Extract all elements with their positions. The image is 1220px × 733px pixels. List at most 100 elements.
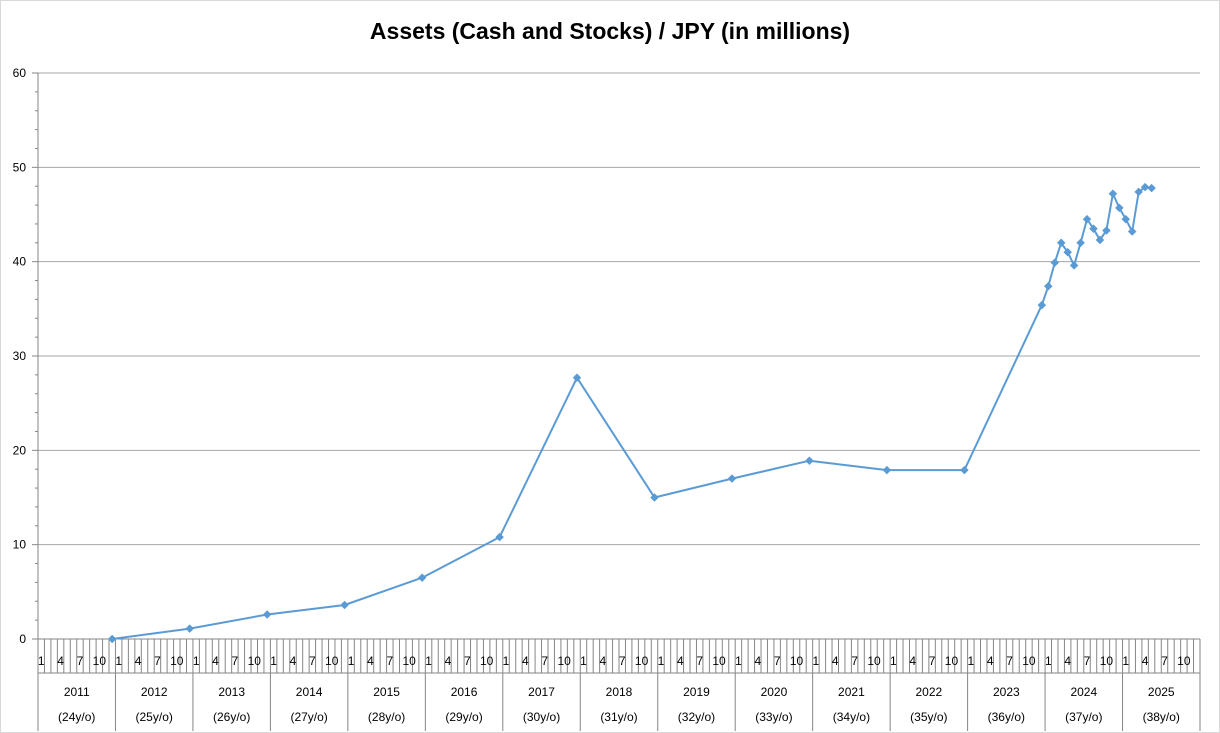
data-point-marker — [495, 532, 504, 542]
data-point-marker — [1050, 258, 1060, 267]
y-tick-label: 10 — [13, 538, 27, 552]
month-tick-label: 1 — [890, 654, 897, 668]
month-tick-label: 4 — [1142, 654, 1149, 668]
year-label: 2012 — [141, 685, 168, 699]
age-label: (35y/o) — [910, 710, 947, 724]
month-tick-label: 10 — [480, 654, 494, 668]
year-label: 2023 — [993, 685, 1020, 699]
data-point-marker — [1076, 238, 1085, 248]
age-label: (30y/o) — [523, 710, 560, 724]
year-label: 2024 — [1070, 685, 1097, 699]
month-tick-label: 4 — [135, 654, 142, 668]
month-tick-label: 10 — [170, 654, 184, 668]
y-tick-label: 30 — [13, 349, 27, 363]
month-tick-label: 7 — [619, 654, 626, 668]
age-label: (27y/o) — [290, 710, 327, 724]
month-tick-label: 4 — [754, 654, 761, 668]
data-point-marker — [1147, 183, 1156, 193]
month-tick-label: 10 — [93, 654, 107, 668]
data-point-marker — [1063, 247, 1073, 257]
month-tick-label: 4 — [677, 654, 684, 668]
year-label: 2014 — [296, 685, 323, 699]
year-label: 2013 — [218, 685, 245, 699]
data-point-marker — [1089, 224, 1098, 234]
age-label: (29y/o) — [445, 710, 482, 724]
month-tick-label: 7 — [1006, 654, 1013, 668]
month-tick-label: 4 — [445, 654, 452, 668]
month-tick-label: 1 — [658, 654, 665, 668]
month-tick-label: 10 — [790, 654, 804, 668]
age-label: (36y/o) — [988, 710, 1025, 724]
month-tick-label: 10 — [403, 654, 417, 668]
data-point-marker — [650, 493, 659, 502]
data-point-marker — [1043, 281, 1053, 291]
month-tick-label: 1 — [425, 654, 432, 668]
y-axis-ticks: 0 10 20 30 40 50 60 — [13, 66, 27, 646]
year-label: 2011 — [64, 685, 90, 699]
data-point-marker — [1108, 189, 1118, 199]
data-point-marker — [1114, 203, 1124, 213]
age-label: (25y/o) — [136, 710, 173, 724]
month-tick-label: 4 — [987, 654, 994, 668]
year-label: 2020 — [761, 685, 788, 699]
month-tick-label: 7 — [309, 654, 316, 668]
data-point-marker — [1121, 214, 1131, 224]
month-tick-label: 1 — [38, 654, 45, 668]
month-tick-label: 4 — [57, 654, 64, 668]
month-tick-label: 7 — [929, 654, 936, 668]
age-label: (24y/o) — [58, 710, 95, 724]
age-label: (26y/o) — [213, 710, 250, 724]
data-point-marker — [1140, 182, 1150, 192]
data-point-marker — [727, 474, 737, 483]
month-tick-label: 10 — [635, 654, 649, 668]
month-tick-label: 1 — [967, 654, 974, 668]
month-tick-label: 1 — [348, 654, 355, 668]
axes — [32, 72, 1201, 731]
year-label: 2025 — [1148, 685, 1175, 699]
month-tick-label: 7 — [77, 654, 84, 668]
data-point-marker — [1134, 187, 1144, 197]
y-tick-label: 50 — [13, 160, 27, 174]
month-tick-label: 4 — [600, 654, 607, 668]
data-point-marker — [805, 456, 814, 466]
month-tick-label: 10 — [1022, 654, 1036, 668]
month-tick-label: 4 — [212, 654, 219, 668]
month-tick-label: 4 — [909, 654, 916, 668]
month-tick-label: 1 — [1045, 654, 1052, 668]
month-tick-label: 4 — [1064, 654, 1071, 668]
age-label: (28y/o) — [368, 710, 405, 724]
month-tick-label: 1 — [813, 654, 820, 668]
data-point-marker — [417, 573, 427, 583]
year-label: 2015 — [373, 685, 400, 699]
month-tick-label: 10 — [1177, 654, 1191, 668]
data-point-marker — [262, 610, 272, 619]
year-label: 2019 — [683, 685, 710, 699]
data-point-marker — [882, 465, 892, 475]
y-tick-label: 40 — [13, 255, 27, 269]
month-tick-label: 7 — [541, 654, 548, 668]
year-label: 2022 — [916, 685, 943, 699]
data-point-marker — [1102, 226, 1111, 235]
month-tick-label: 4 — [832, 654, 839, 668]
month-tick-label: 1 — [735, 654, 742, 668]
month-tick-label: 10 — [248, 654, 262, 668]
age-label: (32y/o) — [678, 710, 715, 724]
month-tick-label: 7 — [1084, 654, 1091, 668]
month-tick-label: 1 — [115, 654, 122, 668]
month-tick-label: 4 — [522, 654, 529, 668]
data-point-marker — [1037, 300, 1047, 310]
month-tick-label: 10 — [557, 654, 571, 668]
gridlines — [38, 72, 1200, 546]
month-tick-label: 4 — [290, 654, 297, 668]
month-tick-label: 10 — [945, 654, 959, 668]
month-tick-label: 7 — [154, 654, 161, 668]
age-label: (38y/o) — [1143, 710, 1180, 724]
month-tick-label: 10 — [712, 654, 726, 668]
month-tick-label: 1 — [503, 654, 510, 668]
data-point-marker — [572, 373, 582, 383]
month-tick-label: 7 — [1161, 654, 1168, 668]
month-tick-label: 7 — [774, 654, 781, 668]
year-label: 2017 — [528, 685, 555, 699]
year-label: 2021 — [838, 685, 865, 699]
data-point-marker — [1056, 238, 1066, 248]
